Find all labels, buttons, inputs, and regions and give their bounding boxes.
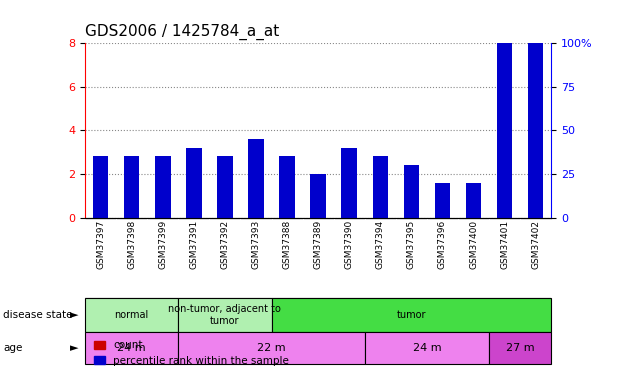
Text: GSM37393: GSM37393: [251, 220, 260, 269]
Bar: [466, 183, 481, 218]
Text: GSM37392: GSM37392: [220, 220, 229, 269]
Text: disease state: disease state: [3, 310, 72, 320]
Text: GDS2006 / 1425784_a_at: GDS2006 / 1425784_a_at: [85, 24, 279, 40]
Text: GSM37398: GSM37398: [127, 220, 136, 269]
Bar: [124, 156, 139, 218]
Bar: [466, 183, 481, 218]
Bar: [528, 43, 544, 218]
Legend: count, percentile rank within the sample: count, percentile rank within the sample: [90, 336, 293, 370]
Bar: [497, 43, 512, 218]
Bar: [279, 156, 295, 218]
Bar: [311, 174, 326, 217]
Text: GSM37391: GSM37391: [190, 220, 198, 269]
Bar: [372, 156, 388, 218]
Text: GSM37388: GSM37388: [283, 220, 292, 269]
Text: GSM37401: GSM37401: [500, 220, 509, 269]
Text: age: age: [3, 343, 23, 353]
Bar: [186, 148, 202, 217]
Text: GSM37395: GSM37395: [407, 220, 416, 269]
Text: tumor: tumor: [397, 310, 426, 320]
Text: normal: normal: [115, 310, 149, 320]
Bar: [178, 298, 272, 332]
Text: 24 m: 24 m: [117, 343, 146, 353]
Text: GSM37397: GSM37397: [96, 220, 105, 269]
Bar: [341, 159, 357, 218]
Bar: [489, 332, 551, 364]
Bar: [186, 172, 202, 217]
Bar: [341, 148, 357, 217]
Text: GSM37390: GSM37390: [345, 220, 353, 269]
Bar: [85, 332, 178, 364]
Bar: [435, 183, 450, 218]
Text: GSM37399: GSM37399: [158, 220, 167, 269]
Text: GSM37400: GSM37400: [469, 220, 478, 269]
Bar: [93, 170, 108, 217]
Bar: [93, 156, 108, 218]
Text: 22 m: 22 m: [257, 343, 286, 353]
Text: GSM37396: GSM37396: [438, 220, 447, 269]
Bar: [497, 45, 512, 218]
Bar: [404, 176, 419, 218]
Text: ►: ►: [70, 310, 79, 320]
Bar: [217, 156, 232, 218]
Bar: [155, 156, 171, 218]
Text: GSM37394: GSM37394: [376, 220, 385, 269]
Bar: [528, 78, 544, 218]
Bar: [435, 183, 450, 218]
Text: 24 m: 24 m: [413, 343, 441, 353]
Text: ►: ►: [70, 343, 79, 353]
Text: 27 m: 27 m: [506, 343, 534, 353]
Bar: [155, 167, 171, 217]
Bar: [404, 165, 419, 218]
Bar: [272, 298, 551, 332]
Bar: [365, 332, 489, 364]
Text: non-tumor, adjacent to
tumor: non-tumor, adjacent to tumor: [168, 304, 282, 326]
Text: GSM37402: GSM37402: [531, 220, 540, 269]
Bar: [279, 170, 295, 217]
Bar: [248, 154, 264, 218]
Bar: [217, 170, 232, 217]
Bar: [124, 178, 139, 218]
Bar: [85, 298, 178, 332]
Text: GSM37389: GSM37389: [314, 220, 323, 269]
Bar: [178, 332, 365, 364]
Bar: [311, 180, 326, 218]
Bar: [248, 139, 264, 218]
Bar: [372, 165, 388, 218]
